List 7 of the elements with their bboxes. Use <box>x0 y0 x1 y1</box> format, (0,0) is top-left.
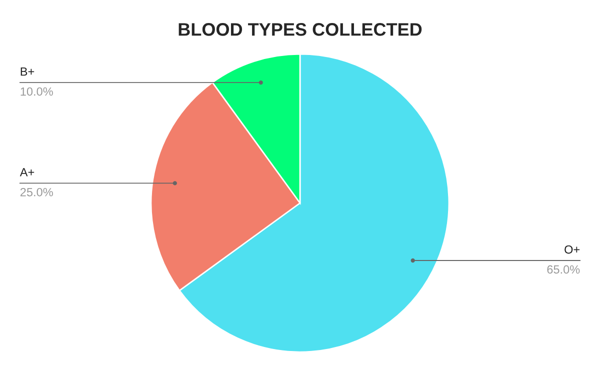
slice-label: B+ <box>20 68 34 76</box>
chart-title: BLOOD TYPES COLLECTED <box>178 23 422 36</box>
data-label: 65.0% <box>547 265 580 274</box>
data-label: 25.0% <box>20 188 53 196</box>
slice-label: O+ <box>564 245 580 254</box>
data-label: 10.0% <box>20 87 53 96</box>
slice-label: A+ <box>20 168 34 176</box>
